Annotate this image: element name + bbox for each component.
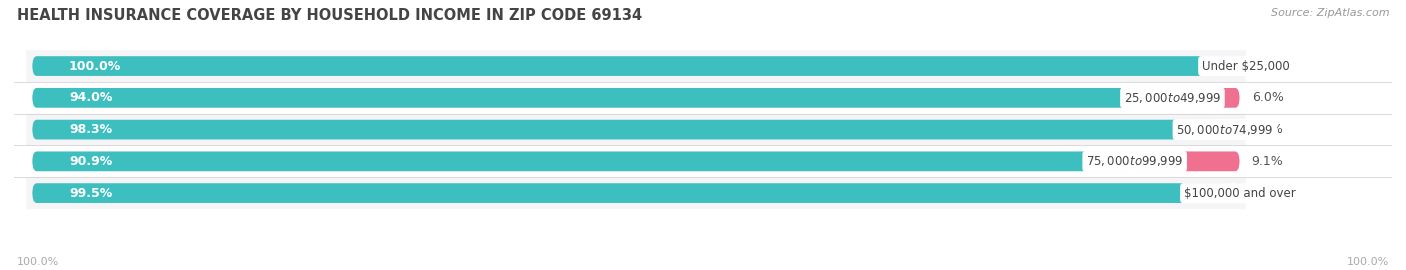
Text: 0.47%: 0.47% bbox=[1251, 187, 1292, 200]
FancyBboxPatch shape bbox=[32, 120, 1240, 139]
Legend: With Coverage, Without Coverage: With Coverage, Without Coverage bbox=[457, 266, 730, 270]
Text: $75,000 to $99,999: $75,000 to $99,999 bbox=[1085, 154, 1184, 168]
Text: $50,000 to $74,999: $50,000 to $74,999 bbox=[1177, 123, 1274, 137]
Text: HEALTH INSURANCE COVERAGE BY HOUSEHOLD INCOME IN ZIP CODE 69134: HEALTH INSURANCE COVERAGE BY HOUSEHOLD I… bbox=[17, 8, 643, 23]
FancyBboxPatch shape bbox=[32, 151, 1129, 171]
Text: 6.0%: 6.0% bbox=[1251, 91, 1284, 104]
FancyBboxPatch shape bbox=[32, 56, 1240, 76]
FancyBboxPatch shape bbox=[27, 114, 1246, 146]
Text: Under $25,000: Under $25,000 bbox=[1202, 60, 1289, 73]
FancyBboxPatch shape bbox=[32, 56, 1240, 76]
Text: $25,000 to $49,999: $25,000 to $49,999 bbox=[1123, 91, 1222, 105]
Text: 94.0%: 94.0% bbox=[69, 91, 112, 104]
FancyBboxPatch shape bbox=[1173, 88, 1240, 108]
Text: 100.0%: 100.0% bbox=[69, 60, 121, 73]
FancyBboxPatch shape bbox=[32, 183, 1240, 203]
Text: Source: ZipAtlas.com: Source: ZipAtlas.com bbox=[1271, 8, 1389, 18]
FancyBboxPatch shape bbox=[32, 88, 1167, 108]
FancyBboxPatch shape bbox=[27, 146, 1246, 177]
FancyBboxPatch shape bbox=[1236, 183, 1244, 203]
FancyBboxPatch shape bbox=[32, 120, 1219, 139]
FancyBboxPatch shape bbox=[1225, 120, 1240, 139]
FancyBboxPatch shape bbox=[32, 88, 1240, 108]
Text: 100.0%: 100.0% bbox=[1347, 257, 1389, 267]
Text: 100.0%: 100.0% bbox=[17, 257, 59, 267]
FancyBboxPatch shape bbox=[27, 50, 1246, 82]
Text: $100,000 and over: $100,000 and over bbox=[1184, 187, 1295, 200]
Text: 90.9%: 90.9% bbox=[69, 155, 112, 168]
Text: 9.1%: 9.1% bbox=[1251, 155, 1284, 168]
Text: 99.5%: 99.5% bbox=[69, 187, 112, 200]
FancyBboxPatch shape bbox=[32, 151, 1240, 171]
FancyBboxPatch shape bbox=[32, 183, 1233, 203]
FancyBboxPatch shape bbox=[27, 177, 1246, 209]
FancyBboxPatch shape bbox=[1135, 151, 1240, 171]
Text: 1.7%: 1.7% bbox=[1251, 123, 1284, 136]
FancyBboxPatch shape bbox=[27, 82, 1246, 114]
Text: 98.3%: 98.3% bbox=[69, 123, 112, 136]
